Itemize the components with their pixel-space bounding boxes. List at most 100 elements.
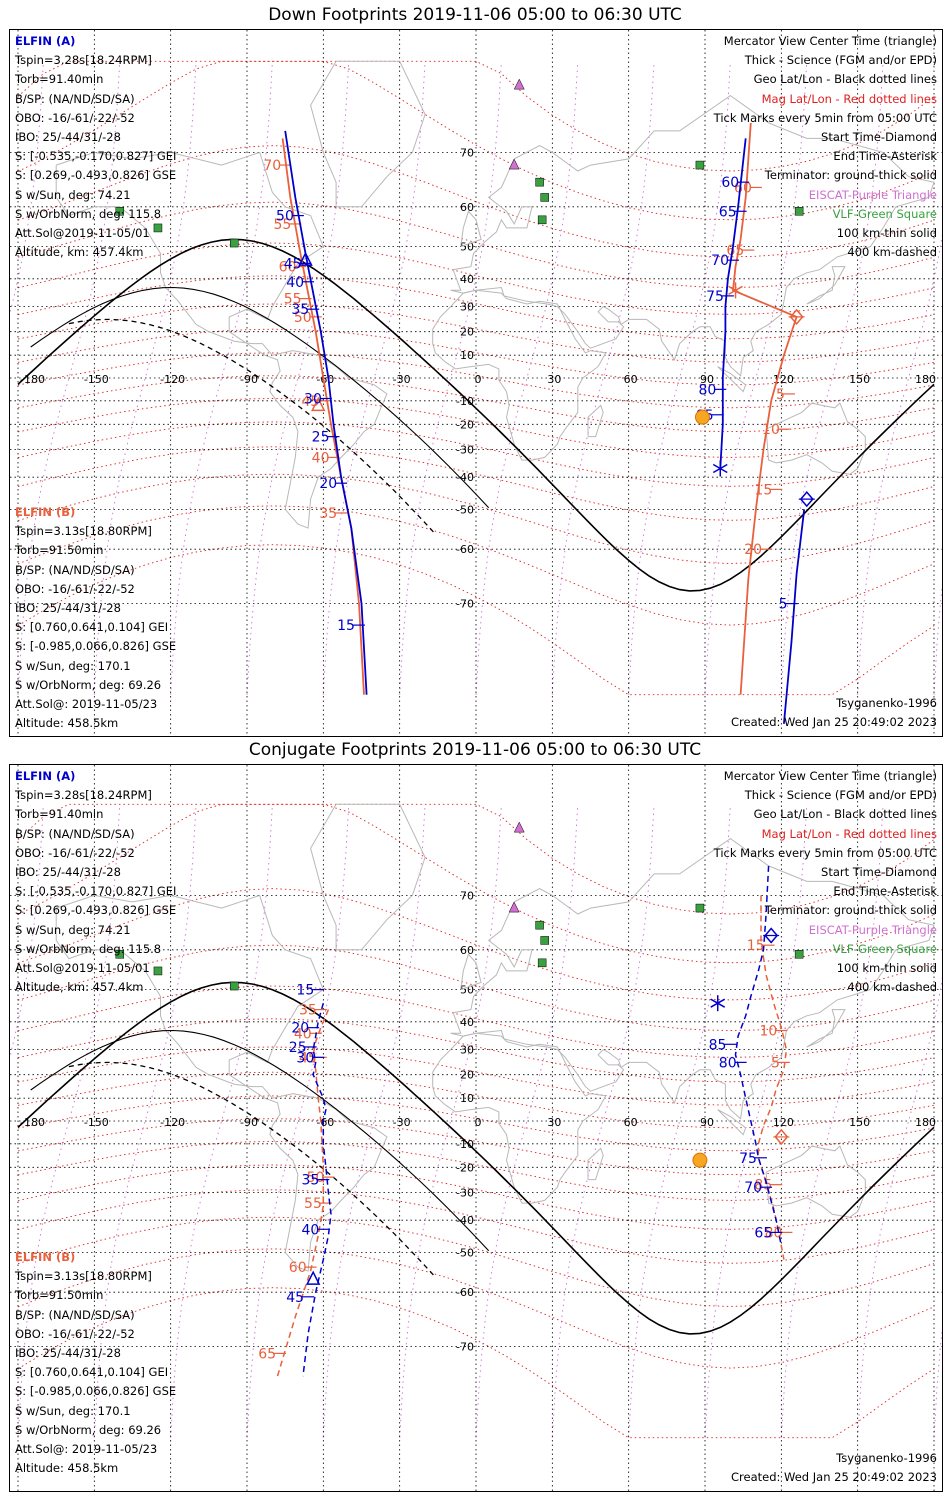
info-line: Altitude, km: 457.4km: [15, 245, 144, 260]
info-line: S: [0.760,0.641,0.104] GEI: [15, 620, 169, 635]
lat-tick-label: 10: [460, 1092, 474, 1105]
time-tick-label: 15: [296, 983, 314, 999]
time-tick-label: 50: [307, 1170, 325, 1186]
time-tick-label: 45: [284, 256, 302, 272]
lat-tick-label: 60: [460, 201, 474, 214]
legend: Mercator View Center Time (triangle) Thi…: [714, 767, 937, 997]
created-stamp: Created: Wed Jan 25 20:49:02 2023: [730, 1470, 937, 1484]
time-tick-label: 65: [258, 1346, 276, 1362]
info-line: IBO: 25/-44/31/-28: [15, 865, 121, 880]
time-tick-label: 65: [754, 1225, 772, 1241]
created-stamp: Created: Wed Jan 25 20:49:02 2023: [730, 715, 937, 729]
info-line: S w/OrbNorm, deg: 115.8: [15, 206, 162, 221]
info-line: OBO: -16/-61/-22/-52: [15, 110, 135, 125]
vlf-square: [230, 238, 239, 248]
elfin-a-track: [284, 130, 368, 695]
lat-tick-label: -30: [456, 443, 474, 456]
lat-tick-label: 60: [460, 944, 474, 957]
elfin-b-title: ELFIN (B): [15, 505, 76, 519]
view-center-triangle: [305, 1270, 321, 1285]
info-line: OBO: -16/-61/-22/-52: [15, 1326, 135, 1341]
view-center-triangle: [311, 396, 326, 412]
time-tick-label: 70: [263, 158, 281, 174]
end-asterisk: [710, 998, 726, 1008]
legend-item: Tick Marks every 5min from 05:00 UTC: [713, 845, 937, 860]
info-line: Att.Sol@: 2019-11-05/23: [15, 1442, 158, 1457]
time-tick-label: 25: [289, 1040, 307, 1056]
info-line: S w/OrbNorm, deg: 69.26: [15, 1422, 162, 1437]
lat-tick-label: 50: [460, 984, 474, 997]
info-line: S: [-0.985,0.066,0.826] GSE: [15, 639, 177, 654]
mag-lat-line: [17, 375, 935, 433]
time-tick-label: 35: [319, 506, 337, 522]
time-tick-label: 45: [286, 1290, 304, 1306]
info-line: S: [-0.985,0.066,0.826] GSE: [15, 1384, 177, 1399]
lon-tick-label: 120: [773, 1116, 794, 1129]
lon-tick-label: -30: [393, 373, 411, 386]
start-diamond: [774, 1128, 789, 1146]
coastline: [460, 210, 482, 248]
legend-item: Mercator View Center Time (triangle): [723, 34, 937, 48]
time-tick-label: 80: [719, 1055, 737, 1071]
info-line: OBO: -16/-61/-22/-52: [15, 845, 135, 860]
coastline: [55, 894, 388, 1272]
time-tick-label: 80: [698, 382, 716, 398]
vlf-square: [115, 207, 125, 216]
info-line: B/SP: (NA/ND/SD/SA): [15, 91, 135, 106]
info-line: B/SP: (NA/ND/SD/SA): [15, 562, 135, 577]
time-tick-label: 10: [760, 1024, 778, 1040]
terminator-400km: [68, 318, 436, 535]
info-line: Altitude: 458.5km: [15, 1461, 119, 1476]
coastline: [587, 1147, 604, 1181]
time-tick-label: 50: [294, 310, 312, 326]
lon-tick-label: 90: [700, 373, 714, 386]
eiscat-triangle: [513, 821, 525, 833]
info-line: Tspin=3.13s[18.80RPM]: [15, 1269, 152, 1284]
info-line: OBO: -16/-61/-22/-52: [15, 581, 135, 596]
mag-lat-line: [17, 1216, 935, 1307]
elfin-b-info: ELFIN (B) Tspin=3.13s[18.80RPM] Torb=91.…: [15, 503, 176, 733]
eiscat-triangle: [508, 158, 520, 170]
start-diamond: [789, 308, 804, 326]
info-line: Tspin=3.28s[18.24RPM]: [15, 788, 152, 803]
map-panel-conjugate: -180 -150 -120 -90 -60 -30 0 30 60 90 120 150 180 70 6…: [9, 764, 943, 1492]
time-tick-label: 40: [286, 275, 304, 291]
coastline: [806, 1009, 846, 1048]
lat-tick-label: -20: [456, 1161, 474, 1174]
info-line: S w/Sun, deg: 170.1: [15, 1403, 131, 1418]
sun-icon: [694, 409, 710, 425]
mag-lat-line: [17, 145, 935, 258]
coastline: [717, 1109, 747, 1136]
mag-lat-line: [17, 1018, 935, 1083]
time-tick-label: 30: [296, 1050, 314, 1066]
legend-item: 100 km-thin solid: [836, 961, 937, 976]
time-tick-label: 20: [744, 542, 762, 558]
lat-tick-label: 40: [460, 1016, 474, 1029]
lat-tick-label: 70: [460, 889, 474, 902]
mag-lat-line: [17, 1095, 935, 1152]
info-line: B/SP: (NA/ND/SD/SA): [15, 1307, 135, 1322]
lat-tick-label: -10: [456, 395, 474, 408]
info-line: S w/Sun, deg: 74.21: [15, 187, 131, 202]
coastline: [765, 1145, 866, 1218]
info-line: S: [0.760,0.641,0.104] GEI: [15, 1365, 169, 1380]
coastline: [717, 366, 747, 393]
info-line: S: [-0.535,-0.170,0.827] GEI: [15, 149, 177, 164]
time-tick-label: 45: [299, 1050, 317, 1066]
info-line: S: [0.269,-0.493,0.826] GSE: [15, 903, 177, 918]
lat-tick-label: 10: [460, 349, 474, 362]
info-line: S w/Sun, deg: 74.21: [15, 922, 131, 937]
info-line: Torb=91.50min: [15, 1288, 104, 1303]
start-diamond: [799, 490, 814, 508]
terminator-100km: [30, 286, 490, 509]
lat-tick-label: -60: [456, 1286, 474, 1299]
elfin-a-info: ELFIN (A) Tspin=3.28s[18.24RPM] Torb=91.…: [15, 767, 176, 997]
time-tick-label: 40: [302, 1222, 320, 1238]
lat-tick-label: 50: [460, 241, 474, 254]
eiscat-triangle: [508, 901, 520, 913]
credits: Tsyganenko-1996 Created: Wed Jan 25 20:4…: [731, 1449, 937, 1487]
info-line: Att.Sol@2019-11-05/01: [15, 961, 150, 976]
lat-tick-label: -30: [456, 1186, 474, 1199]
info-line: S w/OrbNorm, deg: 69.26: [15, 677, 162, 692]
elfin-b-title: ELFIN (B): [15, 1250, 76, 1264]
